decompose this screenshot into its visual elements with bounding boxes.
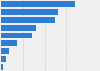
Bar	[1, 25, 36, 31]
Bar	[1, 40, 17, 46]
Bar	[1, 17, 55, 23]
Bar	[1, 33, 32, 38]
Bar	[1, 48, 9, 54]
Bar	[1, 56, 6, 62]
Bar	[1, 9, 58, 15]
Bar	[1, 1, 75, 7]
Bar	[1, 64, 3, 70]
